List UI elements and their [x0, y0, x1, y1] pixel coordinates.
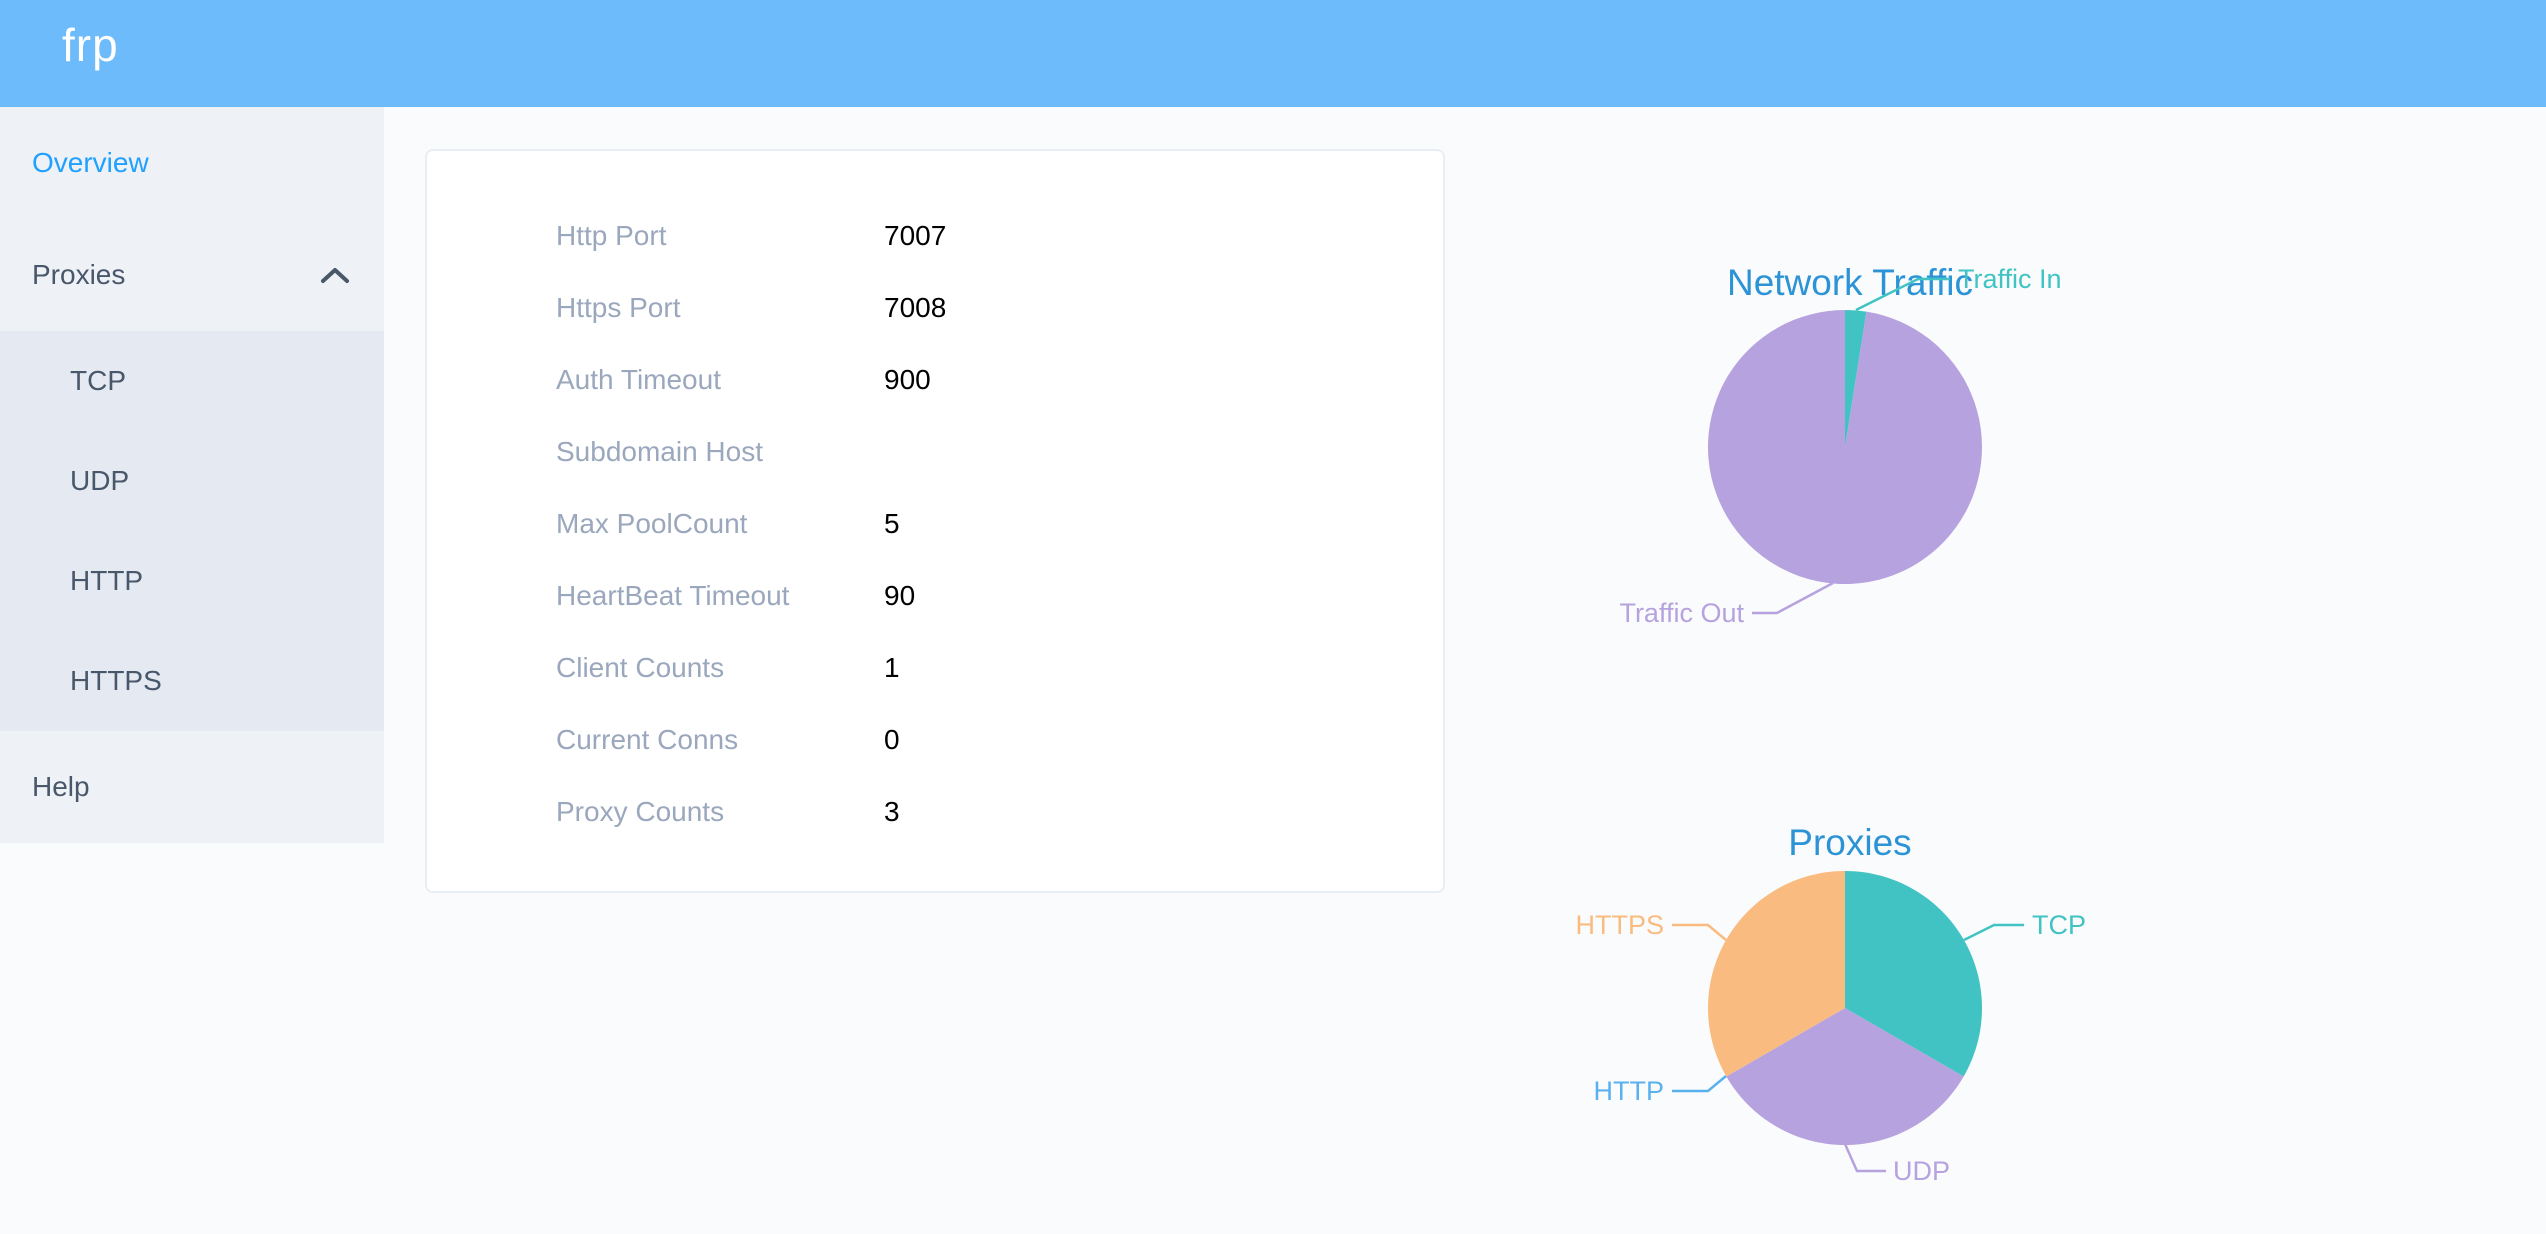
- sidebar-item-udp-label: UDP: [70, 465, 130, 496]
- config-value: 1: [884, 652, 900, 683]
- traffic-out-callout-line: [1752, 581, 1834, 615]
- http-label: HTTP: [1594, 1076, 1665, 1106]
- http-callout-line: [1672, 1075, 1727, 1093]
- tcp-label: TCP: [2032, 910, 2086, 940]
- config-label: Max PoolCount: [556, 508, 748, 539]
- config-value: 900: [884, 364, 931, 395]
- config-value: 3: [884, 796, 900, 827]
- charts-column: Network Traffic today Traffic In Traffic…: [1560, 107, 2140, 1234]
- config-value: 5: [884, 508, 900, 539]
- pie-slice-traffic-in: [1845, 310, 1867, 447]
- network-traffic-pie-chart: Traffic In Traffic Out: [1619, 264, 2062, 628]
- sidebar-item-http[interactable]: HTTP: [0, 531, 384, 631]
- server-config-panel: Http Port 7007 Https Port 7008 Auth Time…: [425, 149, 1445, 893]
- config-row-client-counts: Client Counts 1: [427, 632, 1443, 704]
- config-value: 7007: [884, 220, 947, 251]
- sidebar-item-help-label: Help: [32, 771, 90, 802]
- https-label: HTTPS: [1575, 910, 1664, 940]
- config-label: Client Counts: [556, 652, 725, 683]
- config-row-https-port: Https Port 7008: [427, 272, 1443, 344]
- config-row-max-poolcount: Max PoolCount 5: [427, 488, 1443, 560]
- pie-slice-tcp: [1845, 871, 1982, 1077]
- proxies-chart-title: Proxies: [1788, 822, 1912, 863]
- sidebar-item-proxies-label: Proxies: [32, 259, 126, 290]
- sidebar-item-proxies[interactable]: Proxies: [0, 219, 384, 331]
- config-row-http-port: Http Port 7007: [427, 200, 1443, 272]
- sidebar-item-tcp-label: TCP: [70, 365, 126, 396]
- sidebar-item-tcp[interactable]: TCP: [0, 331, 384, 431]
- proxies-pie-chart: TCP UDP HTTP HTTPS: [1575, 871, 2086, 1186]
- tcp-callout-line: [1963, 923, 2024, 942]
- config-label: Current Conns: [556, 724, 739, 755]
- config-value: 0: [884, 724, 900, 755]
- traffic-in-label: Traffic In: [1958, 264, 2062, 294]
- sidebar-item-https-label: HTTPS: [70, 665, 162, 696]
- traffic-in-callout-line: [1855, 277, 1950, 312]
- sidebar-item-http-label: HTTP: [70, 565, 144, 596]
- network-traffic-chart-title: Network Traffic: [1726, 262, 1974, 303]
- config-value: 90: [884, 580, 916, 611]
- config-label: Auth Timeout: [556, 364, 721, 395]
- pie-slice-udp: [1726, 1008, 1964, 1145]
- pie-slice-https: [1708, 871, 1845, 1077]
- config-label: Https Port: [556, 292, 681, 323]
- chevron-up-icon: [321, 268, 349, 283]
- config-row-heartbeat-timeout: HeartBeat Timeout 90: [427, 560, 1443, 632]
- traffic-out-label: Traffic Out: [1619, 598, 1744, 628]
- pie-slice-traffic-out: [1708, 310, 1982, 584]
- app-header: frp: [0, 0, 2546, 107]
- udp-callout-line: [1843, 1143, 1886, 1173]
- sidebar-item-https[interactable]: HTTPS: [0, 631, 384, 731]
- config-row-proxy-counts: Proxy Counts 3: [427, 776, 1443, 848]
- frp-logo: frp: [62, 19, 119, 71]
- config-label: Subdomain Host: [556, 436, 764, 467]
- proxies-submenu: TCP UDP HTTP HTTPS: [0, 331, 384, 731]
- config-label: Http Port: [556, 220, 667, 251]
- config-value: 7008: [884, 292, 947, 323]
- config-row-current-conns: Current Conns 0: [427, 704, 1443, 776]
- sidebar: Overview Proxies TCP UDP HTTP HTTPS Help: [0, 107, 384, 843]
- config-label: Proxy Counts: [556, 796, 725, 827]
- udp-label: UDP: [1893, 1156, 1950, 1186]
- https-callout-line: [1672, 923, 1727, 941]
- config-row-auth-timeout: Auth Timeout 900: [427, 344, 1443, 416]
- config-label: HeartBeat Timeout: [556, 580, 790, 611]
- sidebar-item-help[interactable]: Help: [0, 731, 384, 843]
- sidebar-item-udp[interactable]: UDP: [0, 431, 384, 531]
- sidebar-item-overview-label: Overview: [32, 147, 149, 178]
- config-row-subdomain-host: Subdomain Host: [427, 416, 1443, 488]
- sidebar-item-overview[interactable]: Overview: [0, 107, 384, 219]
